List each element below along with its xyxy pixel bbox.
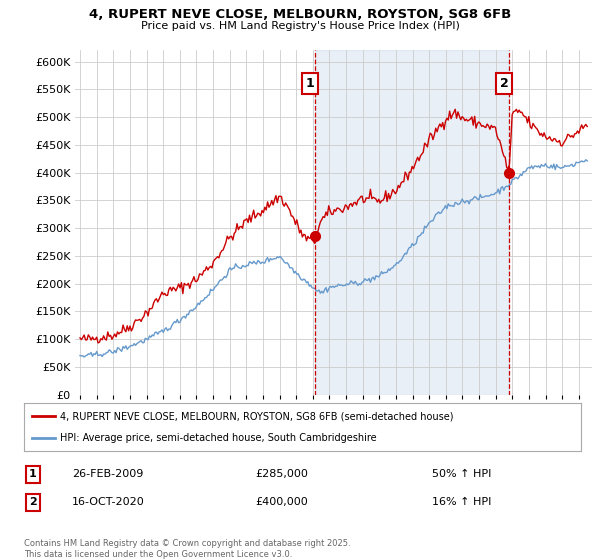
Text: 4, RUPERT NEVE CLOSE, MELBOURN, ROYSTON, SG8 6FB: 4, RUPERT NEVE CLOSE, MELBOURN, ROYSTON,… — [89, 8, 511, 21]
Text: 50% ↑ HPI: 50% ↑ HPI — [432, 469, 491, 479]
Text: 4, RUPERT NEVE CLOSE, MELBOURN, ROYSTON, SG8 6FB (semi-detached house): 4, RUPERT NEVE CLOSE, MELBOURN, ROYSTON,… — [60, 411, 454, 421]
Text: £400,000: £400,000 — [256, 497, 308, 507]
Text: 1: 1 — [306, 77, 314, 90]
Text: Contains HM Land Registry data © Crown copyright and database right 2025.
This d: Contains HM Land Registry data © Crown c… — [24, 539, 350, 559]
Text: 26-FEB-2009: 26-FEB-2009 — [73, 469, 143, 479]
Text: £285,000: £285,000 — [256, 469, 308, 479]
Text: 2: 2 — [29, 497, 37, 507]
Text: HPI: Average price, semi-detached house, South Cambridgeshire: HPI: Average price, semi-detached house,… — [60, 433, 377, 443]
Text: 1: 1 — [29, 469, 37, 479]
Text: 16-OCT-2020: 16-OCT-2020 — [71, 497, 145, 507]
Text: Price paid vs. HM Land Registry's House Price Index (HPI): Price paid vs. HM Land Registry's House … — [140, 21, 460, 31]
Bar — [316, 50, 509, 395]
Text: 2: 2 — [500, 77, 508, 90]
Text: 16% ↑ HPI: 16% ↑ HPI — [432, 497, 491, 507]
